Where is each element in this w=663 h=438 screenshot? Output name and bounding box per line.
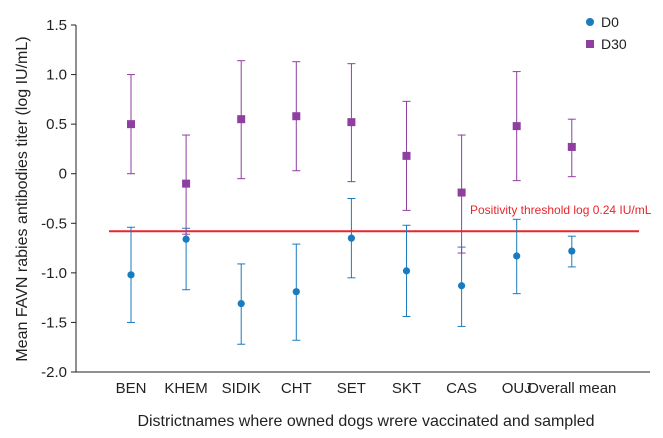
y-tick-label: 1.5 bbox=[46, 17, 67, 34]
y-ticks: -2.0 -1.5 -1.0 -0.5 0 0.5 1.0 1.5 bbox=[41, 17, 76, 381]
d30-point bbox=[402, 151, 411, 160]
d0-point bbox=[182, 235, 190, 243]
y-tick-label: -2.0 bbox=[41, 364, 67, 381]
x-tick-label: Overall mean bbox=[527, 380, 616, 397]
x-tick-label: BEN bbox=[116, 380, 147, 397]
x-tick-label: SIDIK bbox=[222, 380, 261, 397]
x-tick-label: KHEM bbox=[164, 380, 207, 397]
d30-point bbox=[512, 122, 521, 131]
y-tick-label: -1.0 bbox=[41, 265, 67, 282]
series-d0 bbox=[127, 198, 576, 345]
y-tick-label: -0.5 bbox=[41, 215, 67, 232]
y-axis-title: Mean FAVN rabies antibodies titer (log I… bbox=[14, 36, 31, 361]
d0-point bbox=[568, 247, 576, 255]
series-d30 bbox=[127, 60, 576, 254]
d30-point bbox=[567, 142, 576, 151]
y-tick-label: -1.5 bbox=[41, 314, 67, 331]
y-tick-label: 0 bbox=[59, 166, 67, 183]
d0-point bbox=[458, 282, 466, 290]
d30-point bbox=[182, 179, 191, 188]
d30-point bbox=[237, 115, 246, 124]
x-tick-label: OUJ bbox=[502, 380, 532, 397]
legend: D0 D30 bbox=[586, 14, 627, 52]
d0-point bbox=[402, 267, 411, 275]
d0-point bbox=[513, 252, 521, 260]
x-tick-label: CAS bbox=[446, 380, 477, 397]
legend-label-d30: D30 bbox=[601, 36, 627, 52]
d30-point bbox=[347, 118, 356, 127]
threshold-label: Positivity threshold log 0.24 IU/mL bbox=[470, 203, 652, 217]
y-tick-label: 1.0 bbox=[46, 67, 67, 84]
x-axis-title: Districtnames where owned dogs wrere vac… bbox=[137, 413, 594, 430]
legend-marker-d0 bbox=[586, 18, 594, 26]
x-tick-label: SET bbox=[337, 380, 366, 397]
x-tick-label: SKT bbox=[392, 380, 421, 397]
d30-point bbox=[127, 120, 135, 129]
y-tick-label: 0.5 bbox=[46, 116, 67, 133]
d30-point bbox=[292, 112, 301, 121]
series-marks bbox=[127, 60, 576, 345]
d30-point bbox=[457, 188, 466, 197]
d0-point bbox=[292, 288, 300, 296]
d0-point bbox=[237, 299, 245, 308]
legend-marker-d30 bbox=[586, 40, 594, 48]
legend-label-d0: D0 bbox=[601, 14, 619, 30]
d0-point bbox=[127, 271, 135, 279]
d0-point bbox=[347, 234, 355, 242]
x-tick-label: CHT bbox=[281, 380, 312, 397]
